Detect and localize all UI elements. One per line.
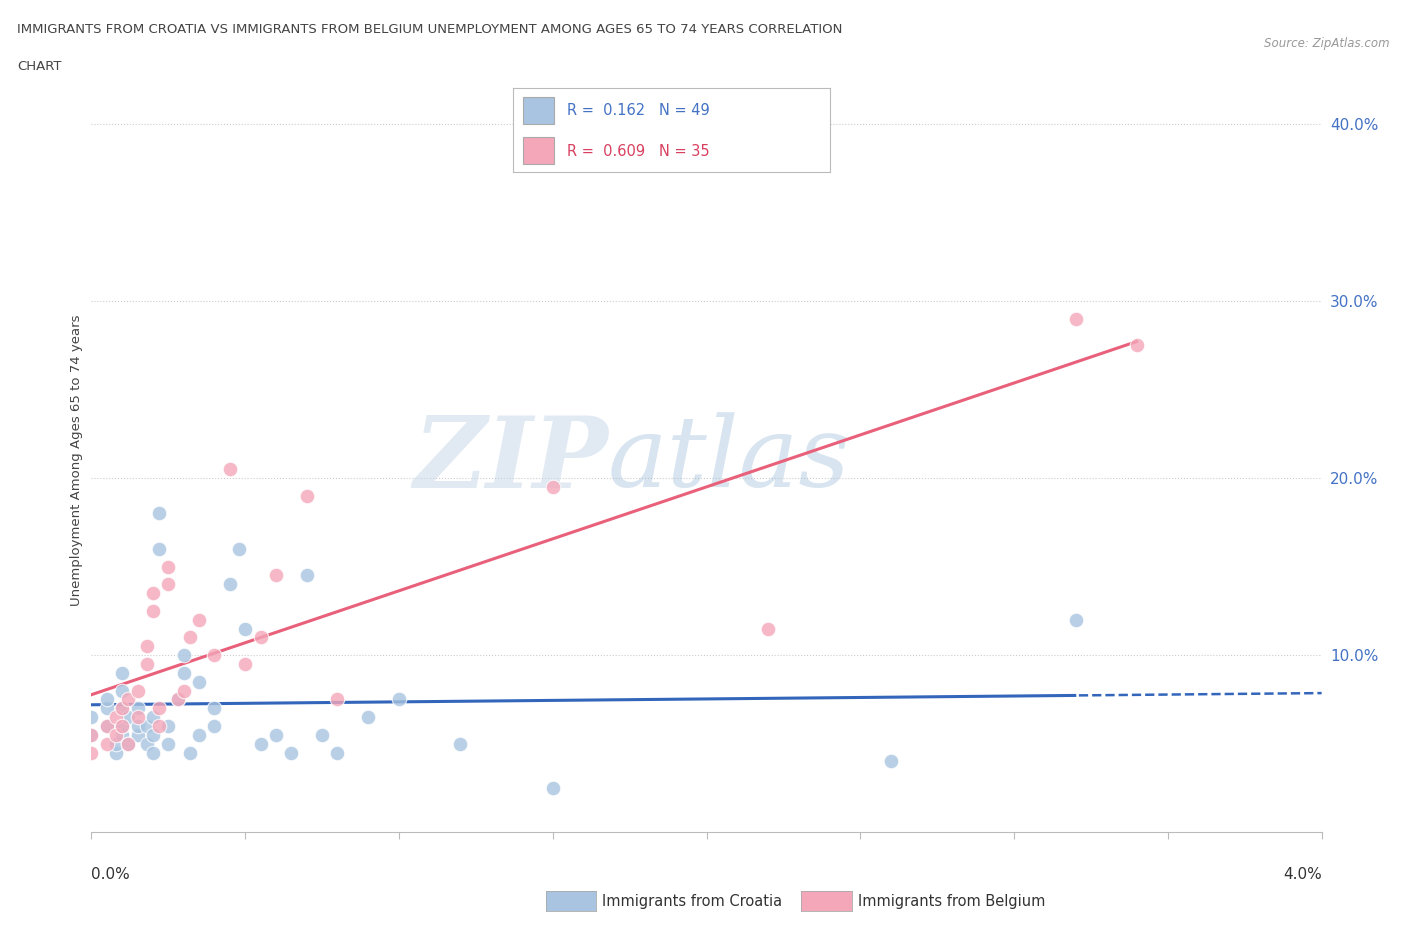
Point <box>295 488 318 503</box>
Text: 0.0%: 0.0% <box>91 867 131 882</box>
Point <box>111 719 134 734</box>
Point <box>541 780 564 795</box>
Text: R =  0.162   N = 49: R = 0.162 N = 49 <box>567 103 710 118</box>
Point <box>157 559 180 574</box>
Bar <box>523 137 554 164</box>
Point <box>449 737 471 751</box>
Point <box>157 737 180 751</box>
Point <box>249 737 271 751</box>
Point <box>295 568 318 583</box>
Point <box>249 630 271 644</box>
Point <box>142 586 165 601</box>
Point <box>135 657 157 671</box>
Point <box>117 710 139 724</box>
Point <box>157 577 180 591</box>
Point <box>142 727 165 742</box>
Point <box>202 648 225 663</box>
Point <box>96 701 118 716</box>
Point <box>1126 338 1149 352</box>
Text: CHART: CHART <box>17 60 62 73</box>
Point <box>756 621 779 636</box>
Point <box>80 710 103 724</box>
Text: R =  0.609   N = 35: R = 0.609 N = 35 <box>567 143 710 159</box>
Bar <box>523 97 554 124</box>
Point <box>188 727 211 742</box>
Point <box>105 710 127 724</box>
Point <box>142 710 165 724</box>
Point <box>218 462 240 477</box>
Text: IMMIGRANTS FROM CROATIA VS IMMIGRANTS FROM BELGIUM UNEMPLOYMENT AMONG AGES 65 TO: IMMIGRANTS FROM CROATIA VS IMMIGRANTS FR… <box>17 23 842 36</box>
Point <box>111 684 134 698</box>
Point <box>111 666 134 681</box>
Point <box>117 692 139 707</box>
Point <box>96 692 118 707</box>
Point <box>142 745 165 760</box>
Point <box>148 506 170 521</box>
Point <box>541 480 564 495</box>
Point <box>80 727 103 742</box>
Point <box>173 648 195 663</box>
Point <box>96 719 118 734</box>
Point <box>157 719 180 734</box>
Point <box>117 737 139 751</box>
Point <box>188 612 211 627</box>
Point <box>80 727 103 742</box>
Point <box>264 727 287 742</box>
Text: Immigrants from Croatia: Immigrants from Croatia <box>602 894 782 909</box>
Point <box>1064 312 1087 326</box>
Point <box>135 719 157 734</box>
Point <box>127 710 149 724</box>
Point <box>127 701 149 716</box>
Point <box>202 701 225 716</box>
Point <box>233 621 256 636</box>
Text: atlas: atlas <box>607 413 851 508</box>
Point <box>127 727 149 742</box>
Point <box>326 745 349 760</box>
Point <box>179 745 201 760</box>
Point <box>111 701 134 716</box>
Point <box>218 577 240 591</box>
Point <box>148 701 170 716</box>
Point <box>1064 612 1087 627</box>
Point <box>228 541 250 556</box>
Point <box>117 737 139 751</box>
Point <box>166 692 188 707</box>
Point <box>202 719 225 734</box>
Point <box>135 639 157 654</box>
Point <box>96 719 118 734</box>
Point <box>80 745 103 760</box>
Point <box>233 657 256 671</box>
Text: 4.0%: 4.0% <box>1282 867 1322 882</box>
Point <box>311 727 333 742</box>
Point <box>326 692 349 707</box>
Point <box>96 737 118 751</box>
Point <box>127 684 149 698</box>
Point <box>179 630 201 644</box>
Point <box>166 692 188 707</box>
Point <box>135 737 157 751</box>
Point <box>111 701 134 716</box>
Point <box>105 737 127 751</box>
Point <box>111 719 134 734</box>
Y-axis label: Unemployment Among Ages 65 to 74 years: Unemployment Among Ages 65 to 74 years <box>70 314 83 606</box>
Point <box>173 666 195 681</box>
Point <box>388 692 411 707</box>
Point <box>111 727 134 742</box>
Point <box>148 541 170 556</box>
Point <box>127 719 149 734</box>
Text: Source: ZipAtlas.com: Source: ZipAtlas.com <box>1264 37 1389 50</box>
Point <box>280 745 302 760</box>
Point <box>142 604 165 618</box>
Point <box>264 568 287 583</box>
Text: Immigrants from Belgium: Immigrants from Belgium <box>858 894 1045 909</box>
Point <box>880 754 903 769</box>
Point <box>173 684 195 698</box>
Point <box>105 727 127 742</box>
Point <box>148 719 170 734</box>
Point <box>105 745 127 760</box>
Point <box>357 710 380 724</box>
Point <box>188 674 211 689</box>
Text: ZIP: ZIP <box>413 412 607 509</box>
